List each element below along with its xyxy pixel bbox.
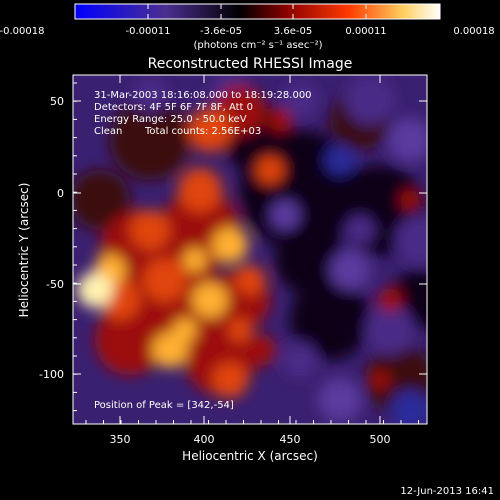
colorbar-tick-label: 0.00018	[453, 26, 494, 37]
image-blob	[188, 108, 232, 152]
annotation-counts: Total counts: 2.56E+03	[144, 126, 261, 137]
image-blob	[318, 378, 362, 422]
axis-ticks	[73, 75, 427, 424]
y-tick-label: 0	[57, 187, 64, 200]
image-blob	[400, 190, 420, 210]
colorbar-tick-label: 0.00011	[345, 26, 386, 37]
annotation-peak: Position of Peak = [342,-54]	[94, 400, 234, 411]
image-blob	[256, 156, 284, 184]
rhessi-image	[73, 75, 427, 424]
image-blob	[244, 334, 276, 366]
x-tick-label: 500	[370, 433, 391, 446]
image-blob	[173, 318, 197, 342]
image-blob	[143, 258, 187, 302]
image-blob	[275, 225, 345, 295]
colorbar	[74, 3, 441, 20]
plot-frame	[72, 74, 428, 425]
image-blob	[110, 100, 190, 180]
annotation-energy: Energy Range: 25.0 - 50.0 keV	[94, 114, 247, 125]
annotation-clean: Clean	[94, 126, 122, 137]
image-blob	[95, 305, 165, 375]
y-tick-label: 50	[50, 95, 64, 108]
image-blob	[183, 248, 207, 272]
annotation-time: 31-Mar-2003 18:16:08.000 to 18:19:28.000	[94, 90, 312, 101]
image-blob	[235, 265, 265, 295]
image-blob	[378, 288, 402, 312]
colorbar-tick-label: -3.6e-05	[200, 26, 242, 37]
annotation-detectors: Detectors: 4F 5F 6F 7F 8F, Att 0	[94, 102, 253, 113]
image-blob	[345, 215, 375, 245]
image-blob	[282, 342, 318, 378]
image-blob	[345, 75, 395, 125]
image-blob	[130, 210, 170, 250]
image-blob	[212, 227, 248, 263]
image-blob	[228, 318, 252, 342]
colorbar-tick-label: 3.6e-05	[274, 26, 312, 37]
image-blob	[73, 170, 130, 230]
footer-date: 12-Jun-2013 16:41	[400, 486, 494, 497]
image-blob	[152, 332, 188, 368]
x-tick-label: 450	[280, 433, 301, 446]
colorbar-ticks	[74, 4, 441, 19]
image-blob	[192, 282, 228, 318]
image-blob	[388, 118, 427, 162]
colorbar-tick-label: -0.00018	[0, 26, 44, 37]
x-axis-label: Heliocentric X (arcsec)	[182, 449, 318, 463]
image-title: Reconstructed RHESSI Image	[148, 56, 353, 72]
image-blob	[330, 250, 370, 290]
colorbar-units: (photons cm⁻² s⁻¹ asec⁻²)	[193, 40, 322, 51]
image-blob	[370, 370, 390, 390]
image-blob	[390, 390, 427, 424]
y-tick-label: -100	[39, 368, 64, 381]
image-blob	[282, 82, 318, 118]
image-blob	[270, 200, 300, 230]
image-blob	[132, 77, 168, 113]
image-blob	[365, 305, 415, 355]
colorbar-tick-label: -0.00011	[126, 26, 171, 37]
image-blob	[178, 168, 222, 212]
y-tick-label: -50	[46, 278, 64, 291]
image-blob	[268, 108, 292, 132]
image-blob	[212, 362, 248, 398]
image-blob	[77, 272, 113, 308]
y-axis-label: Heliocentric Y (arcsec)	[17, 183, 31, 318]
x-tick-label: 400	[194, 433, 215, 446]
image-blob	[290, 280, 370, 360]
x-tick-label: 350	[110, 433, 131, 446]
image-blob	[325, 145, 355, 175]
image-blob	[395, 215, 427, 265]
